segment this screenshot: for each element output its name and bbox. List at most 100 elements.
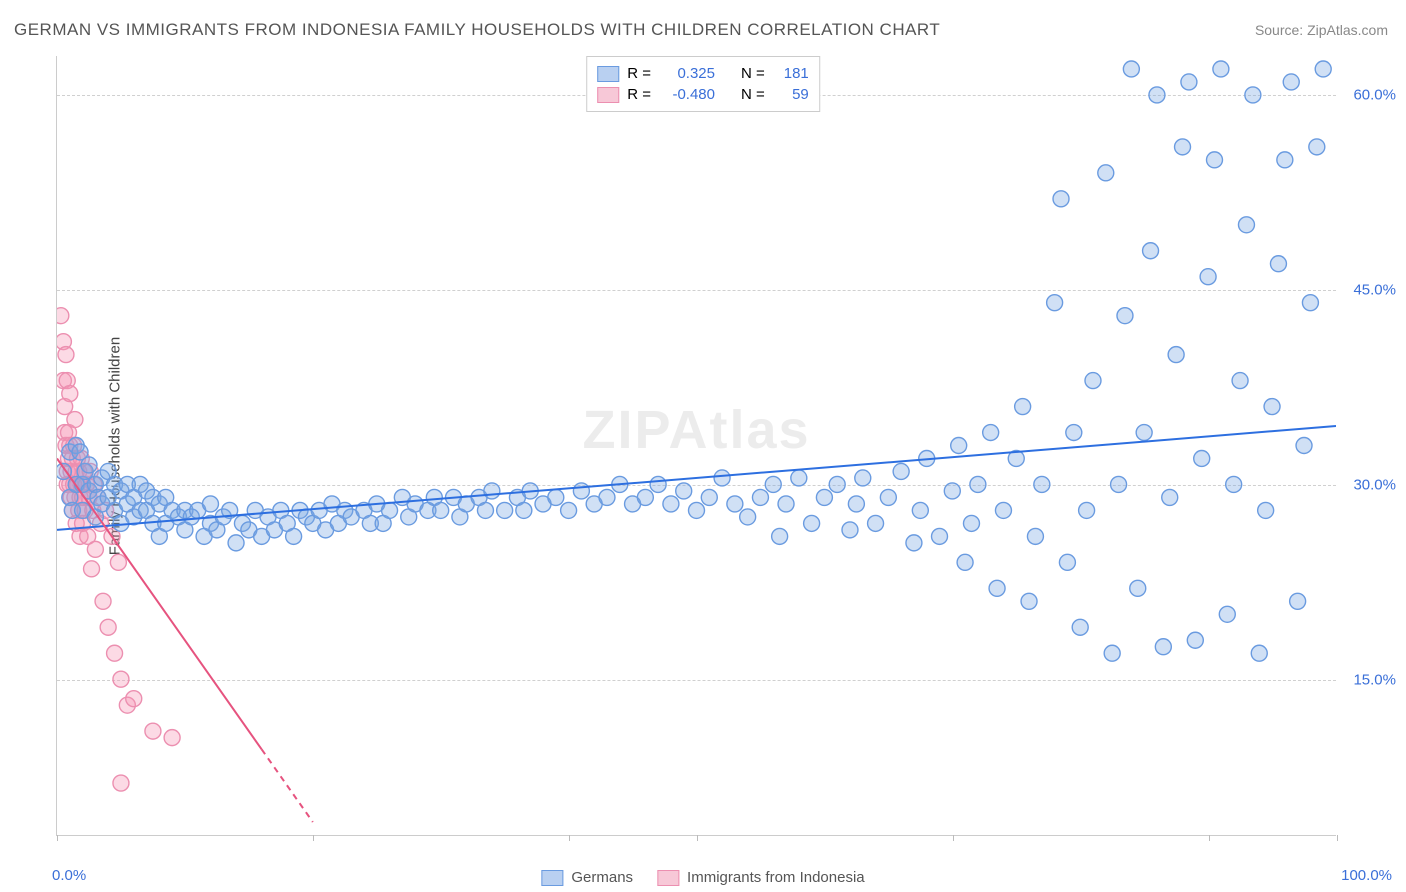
scatter-point-germans — [1059, 554, 1075, 570]
r-label: R = — [627, 86, 651, 103]
scatter-point-indonesia — [58, 347, 74, 363]
scatter-point-indonesia — [113, 775, 129, 791]
scatter-point-germans — [1066, 425, 1082, 441]
legend-row-germans: R = 0.325 N = 181 — [597, 63, 809, 84]
scatter-point-germans — [957, 554, 973, 570]
scatter-point-germans — [772, 528, 788, 544]
scatter-point-germans — [228, 535, 244, 551]
scatter-point-germans — [1302, 295, 1318, 311]
scatter-point-germans — [1155, 639, 1171, 655]
x-tick — [697, 835, 698, 841]
scatter-point-germans — [663, 496, 679, 512]
n-label: N = — [741, 86, 765, 103]
scatter-point-germans — [778, 496, 794, 512]
y-tick-label: 15.0% — [1353, 672, 1396, 689]
scatter-point-germans — [1015, 399, 1031, 415]
scatter-point-germans — [1251, 645, 1267, 661]
legend-item-indonesia: Immigrants from Indonesia — [657, 869, 865, 886]
scatter-point-germans — [573, 483, 589, 499]
scatter-point-germans — [689, 502, 705, 518]
legend-swatch-germans — [597, 66, 619, 82]
scatter-point-germans — [548, 489, 564, 505]
y-tick-label: 60.0% — [1353, 87, 1396, 104]
scatter-point-germans — [1027, 528, 1043, 544]
scatter-point-germans — [932, 528, 948, 544]
trendline-indonesia-dash — [262, 749, 313, 822]
scatter-point-indonesia — [100, 619, 116, 635]
scatter-point-germans — [599, 489, 615, 505]
scatter-point-indonesia — [126, 691, 142, 707]
scatter-point-germans — [995, 502, 1011, 518]
scatter-point-germans — [1258, 502, 1274, 518]
scatter-point-germans — [1200, 269, 1216, 285]
x-tick — [569, 835, 570, 841]
scatter-point-germans — [1232, 373, 1248, 389]
scatter-point-germans — [752, 489, 768, 505]
scatter-point-germans — [855, 470, 871, 486]
scatter-point-germans — [497, 502, 513, 518]
chart-title: GERMAN VS IMMIGRANTS FROM INDONESIA FAMI… — [14, 20, 940, 40]
chart-container: GERMAN VS IMMIGRANTS FROM INDONESIA FAMI… — [0, 0, 1406, 892]
scatter-point-germans — [433, 502, 449, 518]
scatter-point-germans — [791, 470, 807, 486]
x-tick — [953, 835, 954, 841]
x-tick-label: 100.0% — [1341, 867, 1392, 884]
scatter-point-germans — [676, 483, 692, 499]
scatter-point-germans — [650, 476, 666, 492]
x-tick — [313, 835, 314, 841]
scatter-point-germans — [1053, 191, 1069, 207]
scatter-point-germans — [1123, 61, 1139, 77]
legend-swatch-germans-2 — [541, 870, 563, 886]
scatter-point-germans — [1168, 347, 1184, 363]
scatter-point-indonesia — [57, 308, 69, 324]
scatter-point-germans — [516, 502, 532, 518]
scatter-point-germans — [1175, 139, 1191, 155]
scatter-point-indonesia — [164, 730, 180, 746]
scatter-point-germans — [1021, 593, 1037, 609]
scatter-point-germans — [848, 496, 864, 512]
scatter-point-germans — [1149, 87, 1165, 103]
scatter-point-germans — [1181, 74, 1197, 90]
legend-row-indonesia: R = -0.480 N = 59 — [597, 84, 809, 105]
scatter-point-germans — [1079, 502, 1095, 518]
scatter-point-indonesia — [107, 645, 123, 661]
scatter-point-germans — [1104, 645, 1120, 661]
scatter-point-germans — [1213, 61, 1229, 77]
scatter-point-germans — [1034, 476, 1050, 492]
scatter-point-indonesia — [95, 593, 111, 609]
scatter-point-germans — [1130, 580, 1146, 596]
legend-label-indonesia: Immigrants from Indonesia — [687, 869, 865, 886]
scatter-point-germans — [286, 528, 302, 544]
scatter-point-germans — [382, 502, 398, 518]
scatter-point-germans — [951, 438, 967, 454]
scatter-point-germans — [868, 515, 884, 531]
scatter-point-germans — [1219, 606, 1235, 622]
scatter-point-germans — [1047, 295, 1063, 311]
scatter-point-germans — [1296, 438, 1312, 454]
x-tick-label: 0.0% — [52, 867, 86, 884]
scatter-point-germans — [1226, 476, 1242, 492]
scatter-point-germans — [912, 502, 928, 518]
legend-swatch-indonesia-2 — [657, 870, 679, 886]
legend-label-germans: Germans — [571, 869, 633, 886]
scatter-point-germans — [1072, 619, 1088, 635]
n-label: N = — [741, 65, 765, 82]
scatter-point-germans — [1085, 373, 1101, 389]
scatter-point-germans — [714, 470, 730, 486]
legend-series: Germans Immigrants from Indonesia — [541, 869, 864, 886]
y-tick-label: 30.0% — [1353, 477, 1396, 494]
scatter-point-germans — [1264, 399, 1280, 415]
scatter-point-germans — [765, 476, 781, 492]
plot-area: ZIPAtlas — [56, 56, 1336, 836]
legend-item-germans: Germans — [541, 869, 633, 886]
scatter-point-germans — [561, 502, 577, 518]
scatter-point-indonesia — [67, 412, 83, 428]
scatter-point-germans — [1136, 425, 1152, 441]
scatter-point-germans — [1309, 139, 1325, 155]
scatter-point-indonesia — [145, 723, 161, 739]
legend-swatch-indonesia — [597, 87, 619, 103]
scatter-point-germans — [1111, 476, 1127, 492]
scatter-point-germans — [1283, 74, 1299, 90]
scatter-point-germans — [970, 476, 986, 492]
legend-correlation: R = 0.325 N = 181 R = -0.480 N = 59 — [586, 56, 820, 112]
